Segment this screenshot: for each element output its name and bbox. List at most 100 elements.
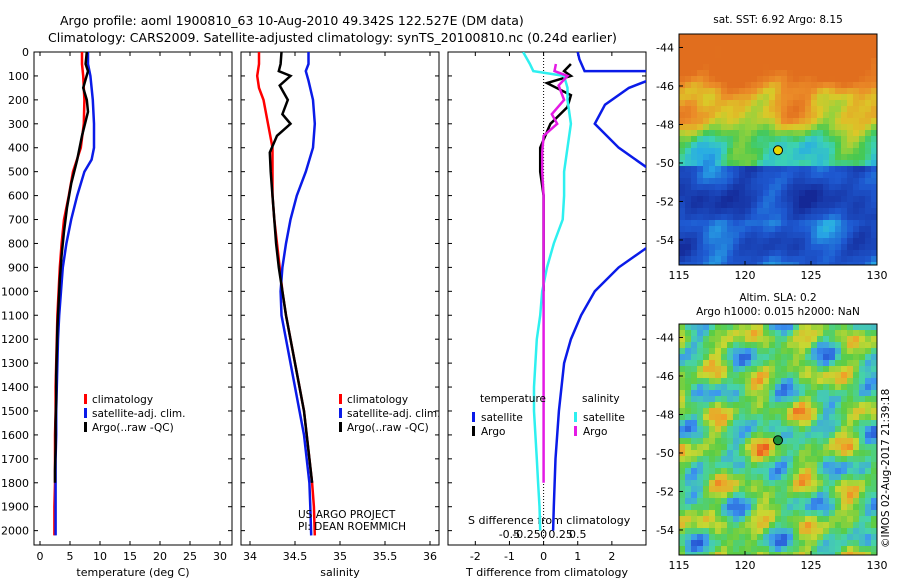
map-cell	[691, 208, 698, 215]
map-cell	[715, 462, 722, 469]
map-cell	[739, 250, 746, 257]
map-cell	[787, 136, 794, 143]
map-cell	[835, 336, 842, 343]
map-cell	[769, 238, 776, 245]
map-cell	[781, 402, 788, 409]
map-cell	[805, 202, 812, 209]
map-cell	[757, 214, 764, 221]
map-cell	[757, 498, 764, 505]
map-cell	[721, 154, 728, 161]
map-cell	[859, 232, 866, 239]
map-cell	[715, 546, 722, 553]
map-cell	[679, 196, 686, 203]
map-cell	[709, 214, 716, 221]
map-cell	[847, 396, 854, 403]
map-cell	[679, 262, 686, 266]
map-cell	[721, 184, 728, 191]
map-cell	[829, 70, 836, 77]
map-cell	[829, 256, 836, 263]
map-cell	[811, 504, 818, 511]
s-tick-label: 0.25	[548, 528, 573, 541]
map-cell	[793, 166, 800, 173]
map-cell	[799, 214, 806, 221]
map-cell	[685, 172, 692, 179]
s-tick-label: 0.5	[569, 528, 587, 541]
map-cell	[787, 88, 794, 95]
map-cell	[679, 342, 686, 349]
map-cell	[871, 256, 878, 263]
map-cell	[757, 220, 764, 227]
map-x-tick-label: 125	[801, 559, 822, 572]
map-cell	[739, 456, 746, 463]
map-cell	[709, 196, 716, 203]
map-cell	[685, 396, 692, 403]
map-cell	[871, 390, 878, 397]
map-cell	[859, 262, 866, 266]
map-cell	[679, 166, 686, 173]
map-cell	[817, 408, 824, 415]
map-cell	[709, 438, 716, 445]
map-cell	[835, 196, 842, 203]
map-cell	[805, 522, 812, 529]
map-cell	[757, 100, 764, 107]
map-cell	[703, 112, 710, 119]
map-cell	[805, 64, 812, 71]
map-cell	[763, 244, 770, 251]
map-cell	[751, 384, 758, 391]
map-cell	[787, 468, 794, 475]
map-cell	[745, 474, 752, 481]
map-cell	[691, 486, 698, 493]
map-cell	[721, 232, 728, 239]
map-title: sat. SST: 6.92 Argo: 8.15	[713, 14, 843, 26]
map-cell	[871, 154, 878, 161]
map-cell	[817, 342, 824, 349]
map-cell	[859, 154, 866, 161]
map-cell	[733, 136, 740, 143]
map-cell	[751, 504, 758, 511]
map-cell	[745, 432, 752, 439]
map-cell	[781, 226, 788, 233]
map-cell	[817, 232, 824, 239]
map-cell	[763, 522, 770, 529]
map-cell	[853, 516, 860, 523]
map-cell	[793, 76, 800, 83]
map-cell	[805, 426, 812, 433]
map-cell	[865, 64, 872, 71]
map-cell	[811, 250, 818, 257]
map-cell	[775, 552, 782, 556]
map-cell	[709, 160, 716, 167]
map-cell	[793, 172, 800, 179]
map-cell	[745, 178, 752, 185]
map-cell	[721, 336, 728, 343]
map-cell	[805, 546, 812, 553]
map-cell	[871, 510, 878, 517]
map-cell	[859, 76, 866, 83]
map-cell	[793, 534, 800, 541]
map-cell	[799, 196, 806, 203]
map-cell	[679, 184, 686, 191]
map-cell	[793, 402, 800, 409]
map-cell	[811, 516, 818, 523]
map-cell	[787, 202, 794, 209]
map-cell	[865, 250, 872, 257]
map-cell	[853, 360, 860, 367]
map-cell	[745, 408, 752, 415]
map-cell	[829, 46, 836, 53]
map-cell	[733, 504, 740, 511]
map-cell	[733, 232, 740, 239]
map-cell	[805, 480, 812, 487]
map-cell	[751, 232, 758, 239]
map-cell	[835, 250, 842, 257]
map-cell	[859, 136, 866, 143]
map-cell	[787, 372, 794, 379]
map-cell	[769, 348, 776, 355]
map-cell	[793, 390, 800, 397]
map-cell	[841, 378, 848, 385]
map-cell	[727, 336, 734, 343]
map-cell	[745, 528, 752, 535]
map-cell	[817, 354, 824, 361]
title-line-2: Climatology: CARS2009. Satellite-adjuste…	[48, 30, 617, 45]
map-cell	[721, 360, 728, 367]
map-cell	[853, 396, 860, 403]
annotation-text: US ARGO PROJECT	[298, 509, 396, 521]
